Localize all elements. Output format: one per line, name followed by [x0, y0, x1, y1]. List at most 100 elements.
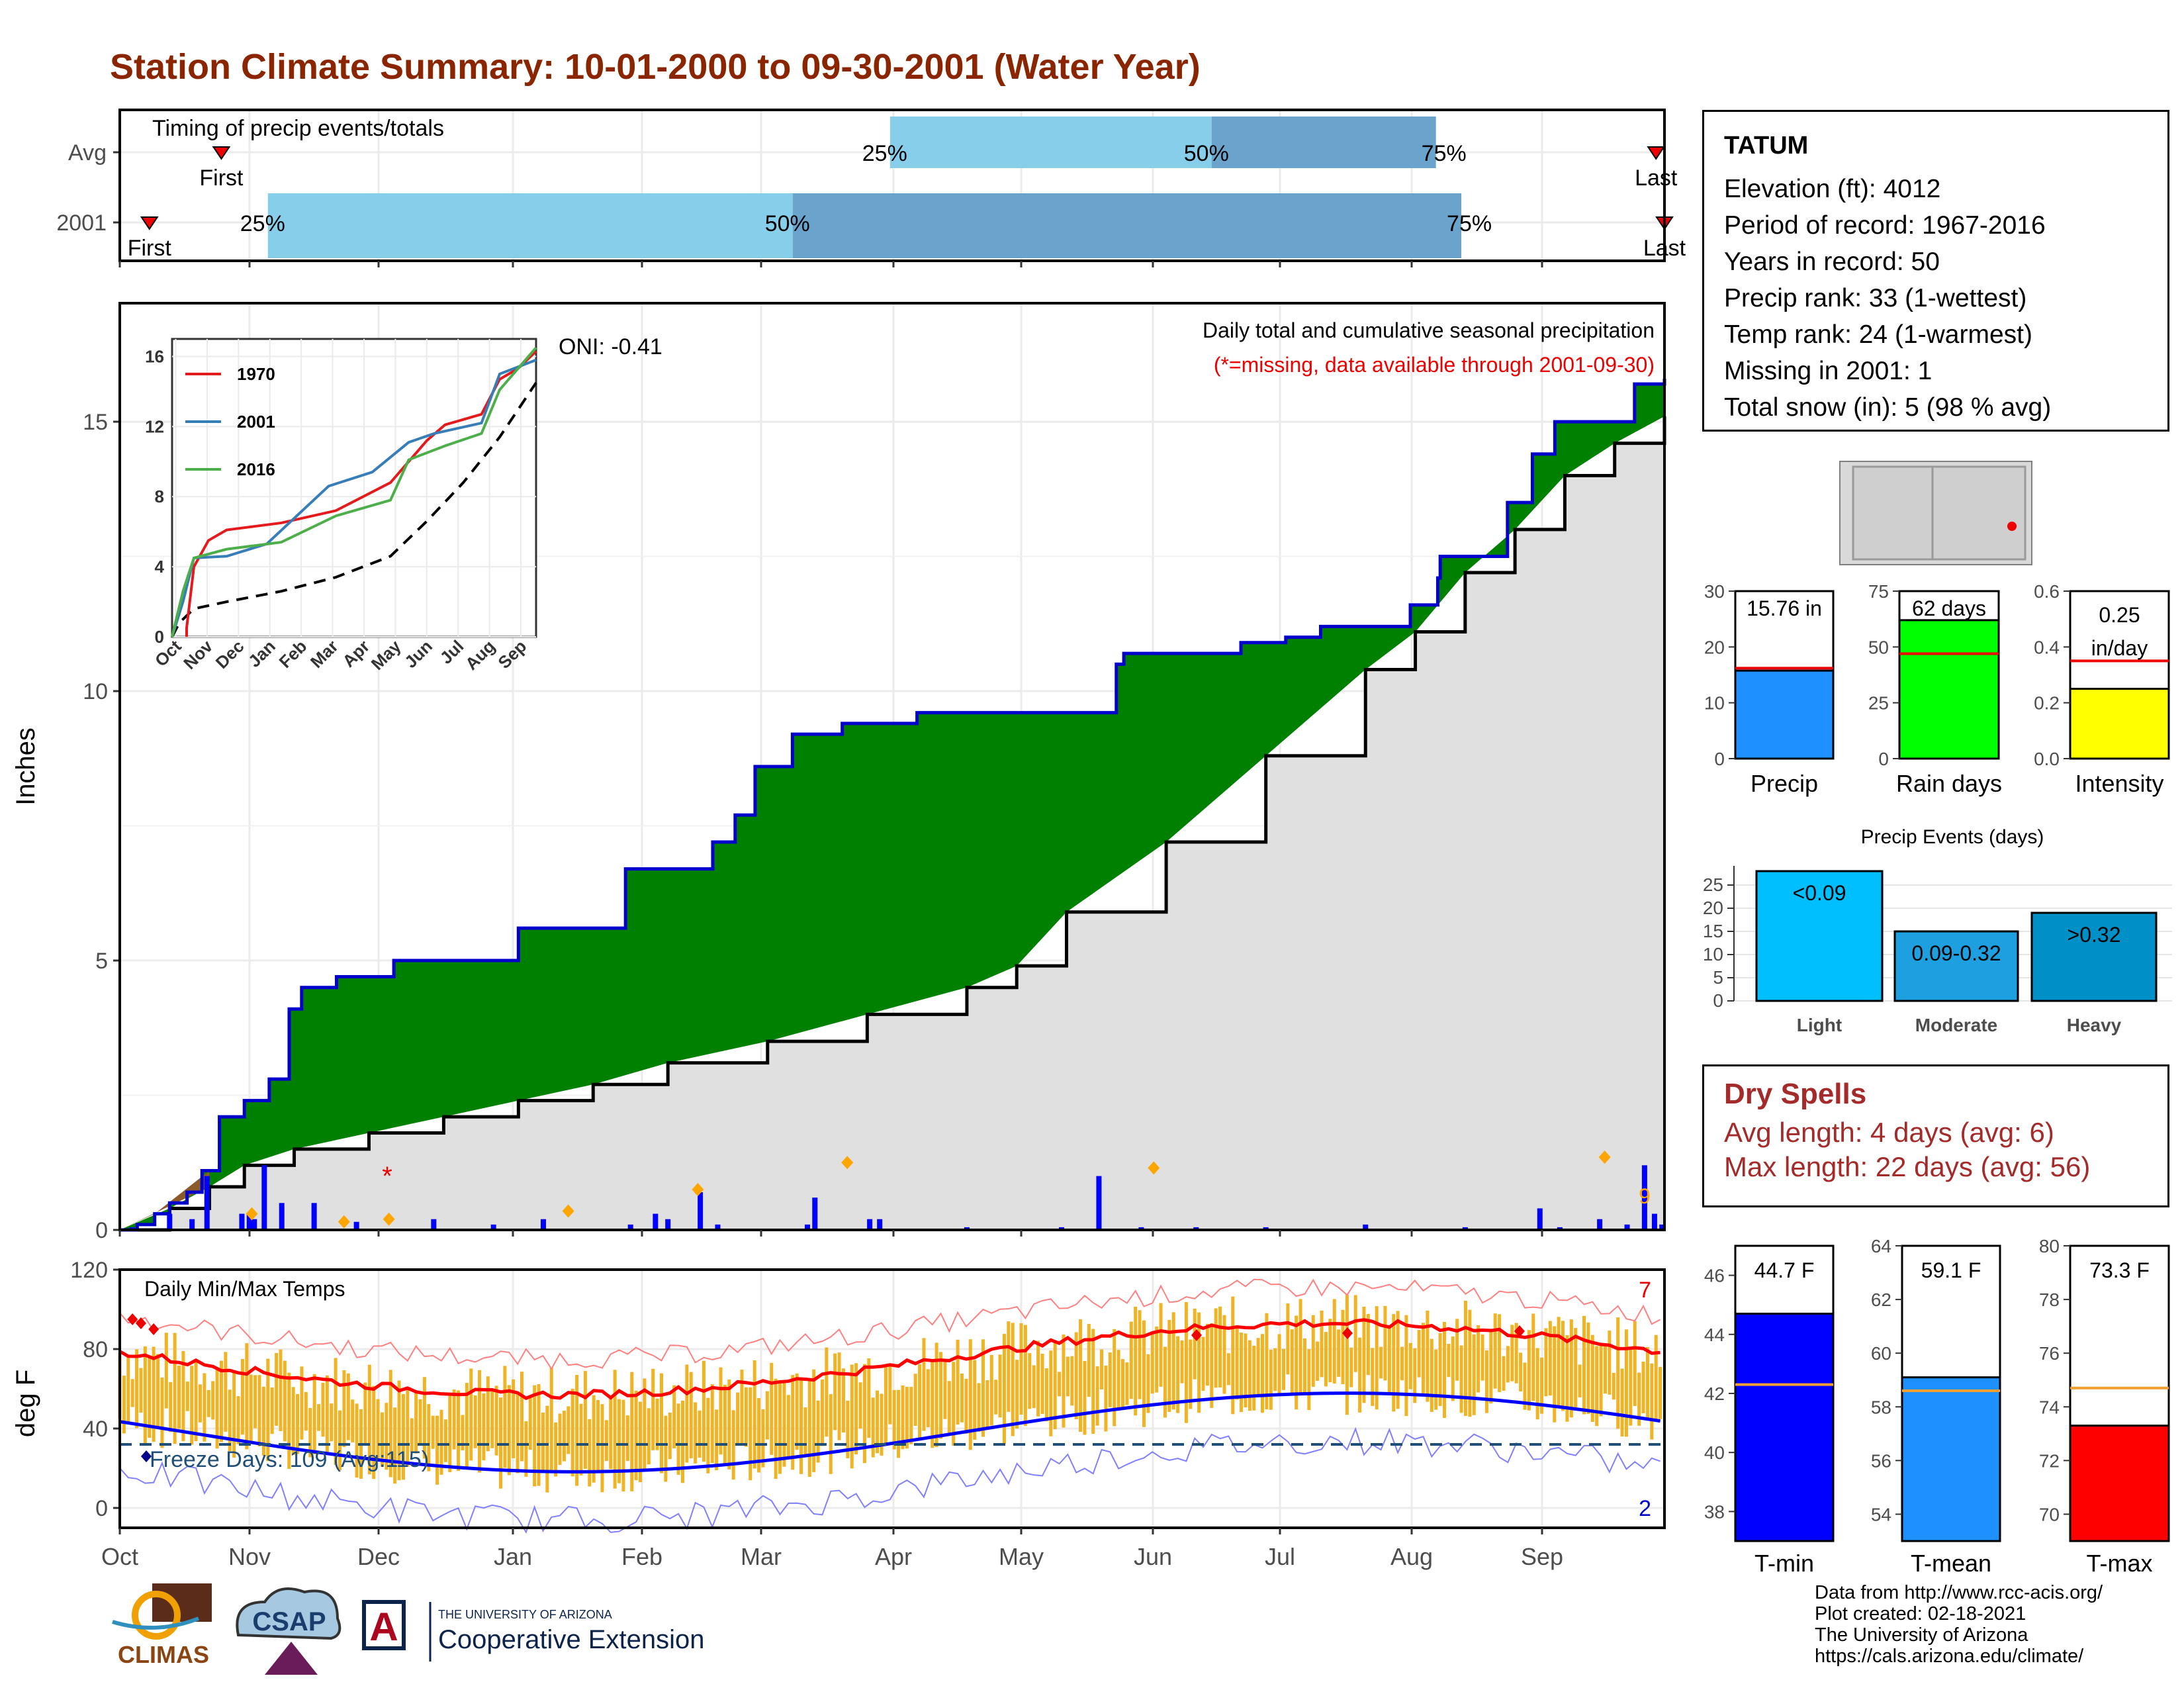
summary-y-tick: 0 — [1714, 749, 1725, 769]
daily-temp-bar — [998, 1354, 1002, 1418]
daily-temp-bar — [1248, 1340, 1251, 1411]
daily-temp-bar — [156, 1354, 160, 1429]
daily-temp-bar — [1240, 1333, 1244, 1413]
record-high-marker — [1514, 1325, 1525, 1337]
temp-summary-y-tick: 58 — [1871, 1397, 1891, 1417]
events-bar-label: <0.09 — [1793, 881, 1846, 905]
daily-precip-bar — [1597, 1219, 1603, 1230]
daily-temp-bar — [126, 1356, 130, 1423]
daily-temp-bar — [367, 1364, 371, 1475]
y-tick-label: 40 — [83, 1417, 108, 1442]
daily-temp-bar — [719, 1367, 723, 1455]
temp-summary-value: 59.1 F — [1921, 1258, 1981, 1282]
daily-precip-bar — [1659, 1224, 1665, 1230]
daily-precip-bar — [964, 1227, 970, 1230]
daily-temp-bar — [1040, 1354, 1044, 1415]
summary-bar — [1898, 619, 2000, 760]
daily-temp-bar — [1477, 1325, 1480, 1393]
daily-temp-bar — [592, 1395, 596, 1483]
daily-temp-bar — [977, 1383, 981, 1432]
daily-temp-bar — [1261, 1334, 1265, 1413]
daily-temp-bar — [862, 1364, 866, 1464]
timing-row-label: Avg — [68, 140, 107, 165]
daily-precip-bar — [1263, 1227, 1269, 1230]
daily-temp-bar — [1459, 1345, 1463, 1413]
precip-panel-subtitle: (*=missing, data available through 2001-… — [1214, 353, 1655, 377]
daily-temp-bar — [1353, 1295, 1357, 1372]
daily-temp-bar — [388, 1370, 392, 1477]
daily-temp-bar — [266, 1358, 270, 1462]
temp-summary-y-tick: 46 — [1704, 1266, 1725, 1286]
daily-temp-bar — [512, 1379, 516, 1458]
daily-temp-bar — [296, 1393, 300, 1454]
daily-temp-bar — [351, 1399, 355, 1442]
daily-precip-bar — [204, 1176, 210, 1230]
daily-temp-bar — [1218, 1306, 1222, 1388]
daily-temp-bar — [765, 1391, 769, 1440]
daily-temp-bar — [901, 1385, 905, 1450]
daily-temp-bar — [1396, 1311, 1400, 1409]
daily-temp-bar — [1383, 1305, 1387, 1381]
daily-temp-bar — [1281, 1348, 1285, 1390]
temp-summary-y-tick: 44 — [1704, 1325, 1725, 1345]
daily-temp-bar — [1100, 1349, 1104, 1389]
daily-temp-bar — [524, 1421, 528, 1477]
daily-temp-bar — [968, 1339, 972, 1450]
record-high-marker — [1191, 1329, 1202, 1341]
daily-temp-bar — [1472, 1334, 1476, 1415]
daily-temp-bar — [1231, 1296, 1235, 1415]
daily-temp-bar — [676, 1403, 680, 1475]
daily-temp-bar — [1489, 1330, 1493, 1404]
daily-temp-bar — [1641, 1362, 1645, 1413]
temp-summary-y-tick: 74 — [2039, 1397, 2060, 1417]
daily-temp-bar — [1324, 1332, 1328, 1387]
inset-legend-label: 2001 — [237, 412, 275, 432]
ua-logo-big-text: Cooperative Extension — [438, 1625, 704, 1654]
daily-temp-bar — [418, 1399, 422, 1446]
daily-precip-bar — [129, 1227, 135, 1230]
daily-temp-bar — [1510, 1325, 1514, 1382]
avg-low-line — [119, 1391, 1661, 1474]
temp-summary-value: 44.7 F — [1754, 1258, 1815, 1282]
daily-temp-bar — [1362, 1306, 1366, 1403]
daily-temp-bar — [1277, 1334, 1281, 1395]
daily-temp-bar — [1256, 1338, 1260, 1397]
daily-temp-bar — [1002, 1334, 1006, 1444]
daily-temp-bar — [905, 1387, 909, 1449]
daily-temp-bar — [1349, 1347, 1353, 1387]
daily-temp-bar — [439, 1409, 443, 1475]
daily-temp-bar — [600, 1404, 604, 1493]
daily-temp-bar — [727, 1379, 731, 1470]
daily-temp-bar — [807, 1380, 811, 1477]
daily-temp-bar — [346, 1373, 350, 1440]
daily-precip-bar — [877, 1219, 883, 1230]
temp-summary-bar — [2069, 1425, 2170, 1542]
csap-logo-text: CSAP — [252, 1607, 326, 1636]
daily-temp-bar — [897, 1389, 901, 1458]
daily-temp-bar — [516, 1394, 520, 1474]
daily-temp-bar — [672, 1385, 676, 1448]
events-y-tick: 20 — [1703, 898, 1723, 918]
summary-bar-name: Rain days — [1896, 770, 2002, 797]
station-line: Temp rank: 24 (1-warmest) — [1724, 320, 2032, 349]
climas-logo-text: CLIMAS — [118, 1641, 209, 1668]
daily-precip-bar — [1537, 1208, 1543, 1230]
y-tick-label: 0 — [95, 1218, 108, 1243]
daily-precip-bar — [189, 1219, 195, 1230]
daily-temp-bar — [330, 1403, 334, 1442]
quartile-bar-light — [889, 117, 1212, 168]
daily-temp-bar — [757, 1397, 761, 1473]
daily-temp-bar — [613, 1370, 617, 1489]
daily-temp-bar — [1193, 1308, 1197, 1380]
daily-temp-bar — [410, 1418, 414, 1452]
daily-temp-bar — [198, 1384, 202, 1423]
quartile-bar-dark — [792, 193, 1462, 258]
temp-summary-y-tick: 80 — [2039, 1236, 2060, 1256]
daily-temp-bar — [1108, 1352, 1112, 1407]
daily-temp-bar — [583, 1371, 587, 1469]
daily-temp-bar — [422, 1377, 426, 1459]
daily-precip-bar — [805, 1224, 811, 1230]
timing-label: Timing of precip events/totals — [152, 116, 444, 141]
daily-temp-bar — [989, 1354, 993, 1426]
